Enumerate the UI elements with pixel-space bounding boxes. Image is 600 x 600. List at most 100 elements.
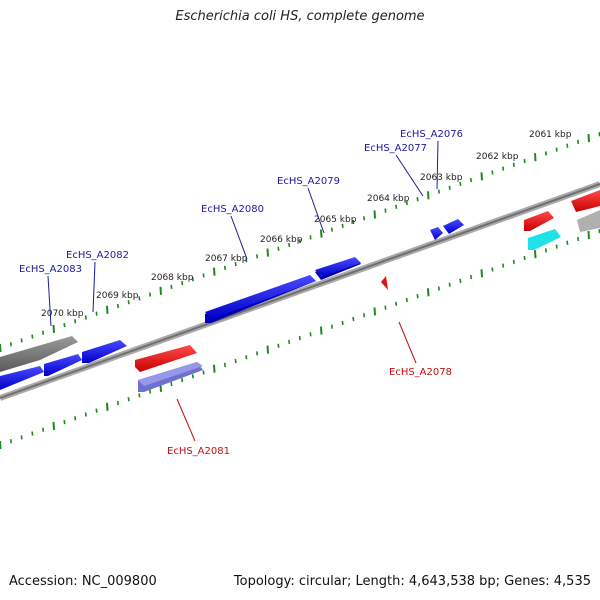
tick-mark xyxy=(127,300,130,305)
tick-mark xyxy=(213,364,216,373)
gene-EcHS_A2077[interactable] xyxy=(430,227,443,240)
kbp-labels: 2061 kbp 2062 kbp 2063 kbp 2064 kbp 2065… xyxy=(41,130,572,319)
tick-mark xyxy=(245,258,248,263)
tick-mark xyxy=(95,408,98,413)
tick-mark xyxy=(363,313,366,318)
tick-mark xyxy=(544,151,547,156)
genome-stats-text: Topology: circular; Length: 4,643,538 bp… xyxy=(233,574,591,589)
tick-mark xyxy=(202,370,205,375)
tick-mark xyxy=(373,307,376,316)
tick-mark xyxy=(149,389,152,394)
tick-mark xyxy=(395,204,398,209)
tick-mark xyxy=(309,235,312,240)
tick-mark xyxy=(405,200,408,206)
gene-label[interactable]: EcHS_A2082 xyxy=(66,250,129,261)
tick-mark xyxy=(181,378,184,383)
tick-mark xyxy=(84,412,87,417)
tick-mark xyxy=(427,191,430,200)
tick-label: 2062 kbp xyxy=(476,152,519,162)
leader-line xyxy=(398,321,417,364)
tick-mark xyxy=(288,242,291,248)
inner-tick-track xyxy=(0,229,600,450)
tick-mark xyxy=(587,134,590,143)
tick-mark xyxy=(0,440,2,450)
tick-mark xyxy=(52,324,55,333)
tick-label: 2063 kbp xyxy=(420,173,463,183)
tick-mark xyxy=(587,231,590,240)
tick-mark xyxy=(63,323,66,328)
tick-mark xyxy=(373,210,376,219)
tick-mark xyxy=(223,265,226,270)
tick-label: 2066 kbp xyxy=(260,235,303,245)
gene-EcHS_A2079[interactable] xyxy=(315,257,361,280)
tick-mark xyxy=(213,267,216,276)
outer-tick-track xyxy=(0,132,600,353)
tick-mark xyxy=(437,286,440,291)
tick-mark xyxy=(170,284,173,290)
tick-label: 2067 kbp xyxy=(205,254,248,264)
tick-mark xyxy=(470,274,473,280)
tick-mark xyxy=(363,216,366,221)
tick-mark xyxy=(448,282,451,287)
tick-mark xyxy=(138,393,141,398)
gene-right-red[interactable] xyxy=(524,190,600,231)
tick-mark xyxy=(405,297,408,303)
tick-mark xyxy=(470,177,473,183)
gene-label[interactable]: EcHS_A2076 xyxy=(400,129,463,140)
tick-mark xyxy=(84,315,87,320)
tick-mark xyxy=(502,166,505,171)
tick-label: 2065 kbp xyxy=(314,215,357,225)
tick-mark xyxy=(512,259,515,264)
gene-label[interactable]: EcHS_A2081 xyxy=(167,446,230,457)
tick-mark xyxy=(42,330,45,335)
leader-line xyxy=(307,187,325,234)
gene-label[interactable]: EcHS_A2078 xyxy=(389,367,452,378)
genome-title: Escherichia coli HS, complete genome xyxy=(175,9,425,24)
gene-label[interactable]: EcHS_A2080 xyxy=(201,204,264,215)
tick-mark xyxy=(502,263,505,268)
tick-mark xyxy=(395,301,398,306)
gene-EcHS_A2078[interactable] xyxy=(381,276,388,290)
tick-mark xyxy=(330,324,333,329)
tick-mark xyxy=(245,355,248,360)
tick-mark xyxy=(384,208,387,213)
tick-mark xyxy=(437,189,440,194)
leader-line xyxy=(436,140,439,190)
tick-mark xyxy=(42,427,45,432)
gene-label[interactable]: EcHS_A2077 xyxy=(364,143,427,154)
gene-label[interactable]: EcHS_A2083 xyxy=(19,264,82,275)
tick-mark xyxy=(106,305,109,314)
leader-line xyxy=(92,261,96,313)
tick-mark xyxy=(0,343,2,353)
tick-label: 2064 kbp xyxy=(367,194,410,204)
tick-mark xyxy=(170,381,173,387)
tick-mark xyxy=(330,227,333,232)
accession-text: Accession: NC_009800 xyxy=(9,574,157,589)
tick-mark xyxy=(491,170,494,175)
tick-mark xyxy=(427,288,430,297)
gene-EcHS_A2076[interactable] xyxy=(443,219,464,234)
tick-mark xyxy=(52,421,55,430)
gene-EcHS_A2082[interactable] xyxy=(82,340,127,363)
tick-mark xyxy=(138,296,141,301)
tick-mark xyxy=(544,248,547,253)
tick-label: 2068 kbp xyxy=(151,273,194,283)
gene-EcHS_A2083[interactable] xyxy=(0,354,82,390)
tick-mark xyxy=(234,261,237,267)
tick-label: 2070 kbp xyxy=(41,309,84,319)
gray-block xyxy=(0,336,78,372)
gray-block-right xyxy=(577,210,600,232)
tick-mark xyxy=(534,250,537,259)
tick-mark xyxy=(566,240,569,245)
tick-mark xyxy=(352,219,355,225)
tick-mark xyxy=(74,319,77,324)
tick-mark xyxy=(534,153,537,162)
gene-EcHS_A2081[interactable] xyxy=(135,345,203,392)
tick-mark xyxy=(20,435,23,440)
tick-mark xyxy=(480,269,483,278)
tick-mark xyxy=(577,139,580,145)
tick-mark xyxy=(31,431,34,436)
tick-mark xyxy=(9,342,12,347)
gene-label[interactable]: EcHS_A2079 xyxy=(277,176,340,187)
gene-EcHS_A2080[interactable] xyxy=(205,275,316,323)
